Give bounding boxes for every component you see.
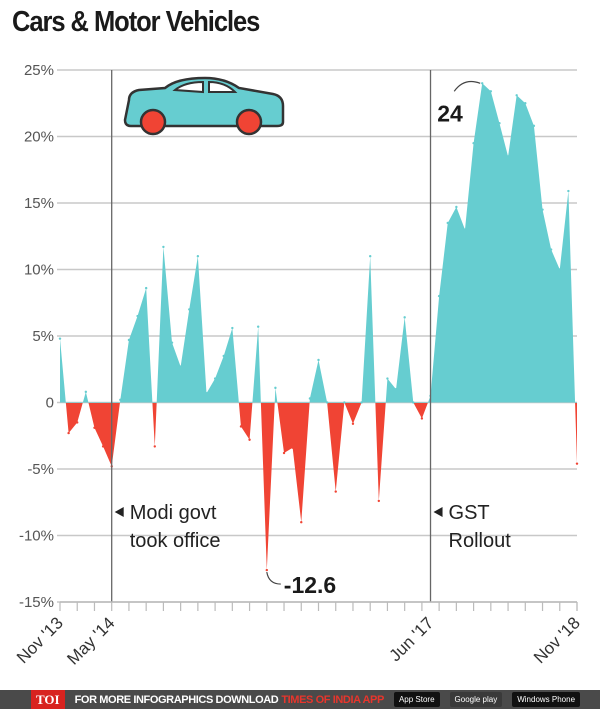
windows-phone-badge[interactable]: Windows Phone: [512, 692, 581, 707]
data-point: [532, 124, 536, 128]
annotation-leader: [266, 571, 281, 585]
x-tick-label: Jun '17: [386, 613, 438, 665]
car-icon: [123, 76, 285, 136]
event-label: GST: [449, 502, 490, 524]
y-tick-label: 5%: [32, 328, 54, 345]
data-point: [76, 421, 79, 424]
data-point: [515, 94, 518, 97]
event-label: took office: [130, 530, 221, 552]
data-point: [101, 445, 105, 448]
data-point: [386, 377, 389, 380]
y-tick-label: 0: [46, 395, 54, 412]
data-point: [300, 521, 303, 524]
data-point: [369, 255, 372, 258]
y-tick-label: 10%: [24, 262, 54, 279]
negative-area: [65, 403, 577, 571]
data-point: [524, 102, 527, 105]
y-tick-label: -5%: [27, 461, 54, 478]
data-point: [420, 417, 424, 420]
y-tick-label: -10%: [19, 528, 54, 545]
data-point: [377, 499, 381, 503]
chart: 25% 20% 15% 10% 5% 0 -5% -10% -15% Modi govt took…: [13, 62, 584, 669]
x-tick-label: Nov '13: [13, 613, 67, 667]
data-point: [265, 568, 268, 572]
data-point: [144, 286, 148, 290]
y-tick-label: 20%: [24, 129, 54, 146]
data-point: [67, 431, 70, 435]
data-point: [403, 316, 406, 319]
data-point: [498, 122, 501, 125]
event-label: Rollout: [449, 530, 512, 552]
data-point: [325, 401, 329, 404]
y-tick-label: 15%: [24, 195, 54, 212]
data-point: [351, 422, 355, 425]
app-store-badge[interactable]: App Store: [393, 692, 440, 707]
data-point: [170, 341, 174, 344]
data-point: [549, 248, 553, 251]
annotation-leader: [453, 80, 481, 92]
footer-banner[interactable]: TOI FOR MORE INFOGRAPHICS DOWNLOAD TIMES…: [0, 690, 600, 709]
data-point: [446, 221, 449, 225]
event-arrow-icon: [433, 507, 443, 517]
google-play-badge[interactable]: Google play: [449, 692, 503, 707]
data-point: [179, 365, 182, 368]
data-point: [196, 255, 200, 258]
data-point: [274, 386, 277, 390]
data-point: [317, 358, 320, 362]
data-point: [412, 401, 415, 404]
y-tick-label: -15%: [19, 594, 54, 611]
data-point: [136, 314, 139, 318]
data-point: [437, 294, 441, 298]
data-point: [282, 451, 286, 455]
data-point: [455, 205, 458, 209]
event-markers: Modi govt took office GST Rollout: [111, 70, 512, 602]
x-tick-label: May '14: [63, 613, 118, 668]
data-point: [119, 398, 122, 402]
data-point: [575, 462, 579, 465]
data-point: [481, 82, 484, 85]
toi-logo: TOI: [31, 690, 65, 709]
data-point: [231, 326, 234, 330]
x-tick-label: Nov '18: [530, 613, 584, 667]
event-arrow-icon: [114, 507, 124, 517]
data-point: [188, 308, 191, 311]
data-point: [58, 337, 62, 340]
y-axis: 25% 20% 15% 10% 5% 0 -5% -10% -15%: [19, 62, 54, 611]
data-point: [334, 490, 337, 493]
data-point: [84, 390, 88, 394]
footer-app-text: TIMES OF INDIA APP: [281, 693, 384, 706]
data-point: [222, 354, 225, 358]
data-point: [162, 245, 165, 249]
data-point: [239, 425, 243, 428]
data-point: [127, 338, 131, 342]
data-point: [567, 189, 570, 193]
data-point: [248, 438, 251, 441]
data-point: [360, 401, 363, 404]
y-tick-label: 25%: [24, 62, 54, 79]
data-point: [343, 401, 346, 404]
data-point: [472, 141, 475, 145]
data-point: [93, 426, 96, 429]
positive-area: [60, 83, 577, 403]
data-point: [256, 325, 260, 328]
data-point: [558, 268, 561, 271]
annotation-label: 24: [437, 100, 463, 126]
event-label: Modi govt: [130, 502, 217, 524]
footer-text: FOR MORE INFOGRAPHICS DOWNLOAD: [74, 693, 279, 706]
data-point: [541, 208, 544, 211]
data-point: [394, 388, 398, 391]
data-point: [308, 397, 312, 400]
data-point: [463, 228, 467, 231]
data-point: [506, 155, 510, 158]
annotation-label: -12.6: [284, 572, 336, 598]
annotations: 24 -12.6: [266, 80, 481, 598]
data-point: [291, 446, 294, 449]
data-point: [153, 445, 156, 448]
chart-title: Cars & Motor Vehicles: [12, 6, 260, 38]
data-point: [489, 90, 493, 93]
data-point: [213, 377, 217, 380]
data-point: [205, 391, 208, 395]
